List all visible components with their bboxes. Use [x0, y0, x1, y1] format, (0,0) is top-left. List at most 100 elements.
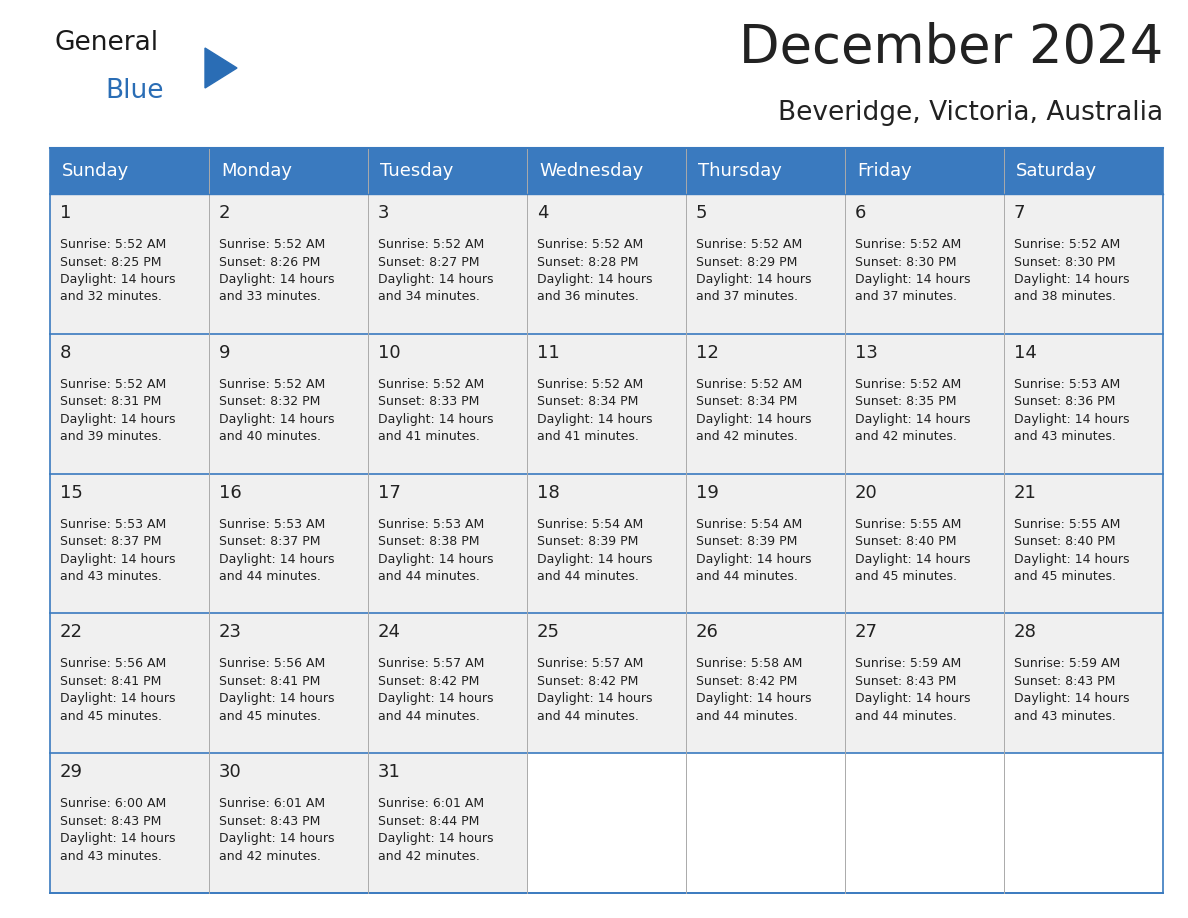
Bar — [527, 334, 685, 474]
Text: and 44 minutes.: and 44 minutes. — [855, 710, 956, 722]
Bar — [50, 194, 209, 334]
Text: Daylight: 14 hours: Daylight: 14 hours — [696, 553, 811, 565]
Text: and 32 minutes.: and 32 minutes. — [61, 290, 162, 304]
Text: Sunrise: 5:52 AM: Sunrise: 5:52 AM — [378, 238, 485, 251]
Text: Daylight: 14 hours: Daylight: 14 hours — [219, 413, 335, 426]
Bar — [368, 753, 527, 893]
Bar — [368, 474, 527, 613]
Text: Sunrise: 5:52 AM: Sunrise: 5:52 AM — [1015, 238, 1120, 251]
Bar — [209, 613, 368, 753]
Text: Sunrise: 5:54 AM: Sunrise: 5:54 AM — [537, 518, 643, 531]
Text: Daylight: 14 hours: Daylight: 14 hours — [537, 692, 652, 705]
Text: Sunset: 8:43 PM: Sunset: 8:43 PM — [1015, 675, 1116, 688]
Text: Daylight: 14 hours: Daylight: 14 hours — [1015, 413, 1130, 426]
Text: 26: 26 — [696, 623, 719, 642]
Bar — [368, 334, 527, 474]
Polygon shape — [206, 48, 236, 88]
Text: Sunrise: 5:52 AM: Sunrise: 5:52 AM — [378, 378, 485, 391]
Text: and 36 minutes.: and 36 minutes. — [537, 290, 639, 304]
Bar — [209, 334, 368, 474]
Text: and 33 minutes.: and 33 minutes. — [219, 290, 321, 304]
Text: Sunrise: 5:53 AM: Sunrise: 5:53 AM — [61, 518, 166, 531]
Text: Sunrise: 6:00 AM: Sunrise: 6:00 AM — [61, 797, 166, 811]
Text: 28: 28 — [1015, 623, 1037, 642]
Text: and 40 minutes.: and 40 minutes. — [219, 431, 321, 443]
Text: Monday: Monday — [221, 162, 292, 180]
Text: Sunrise: 5:53 AM: Sunrise: 5:53 AM — [378, 518, 485, 531]
Text: and 45 minutes.: and 45 minutes. — [855, 570, 958, 583]
Bar — [685, 334, 845, 474]
Bar — [50, 613, 209, 753]
Text: Daylight: 14 hours: Daylight: 14 hours — [855, 692, 971, 705]
Bar — [50, 334, 209, 474]
Text: Sunset: 8:34 PM: Sunset: 8:34 PM — [696, 396, 797, 409]
Bar — [527, 613, 685, 753]
Bar — [845, 334, 1004, 474]
Text: Daylight: 14 hours: Daylight: 14 hours — [61, 273, 176, 286]
Bar — [685, 194, 845, 334]
Text: Sunset: 8:39 PM: Sunset: 8:39 PM — [696, 535, 797, 548]
Text: and 45 minutes.: and 45 minutes. — [219, 710, 321, 722]
Bar — [50, 148, 1163, 194]
Text: Daylight: 14 hours: Daylight: 14 hours — [696, 273, 811, 286]
Text: Sunday: Sunday — [62, 162, 129, 180]
Text: Friday: Friday — [857, 162, 911, 180]
Text: and 34 minutes.: and 34 minutes. — [378, 290, 480, 304]
Text: 17: 17 — [378, 484, 400, 501]
Text: Daylight: 14 hours: Daylight: 14 hours — [537, 273, 652, 286]
Text: Sunrise: 5:56 AM: Sunrise: 5:56 AM — [61, 657, 166, 670]
Bar — [209, 194, 368, 334]
Text: Daylight: 14 hours: Daylight: 14 hours — [378, 692, 493, 705]
Text: Tuesday: Tuesday — [380, 162, 454, 180]
Bar — [368, 194, 527, 334]
Text: and 38 minutes.: and 38 minutes. — [1015, 290, 1116, 304]
Text: Sunrise: 5:56 AM: Sunrise: 5:56 AM — [219, 657, 326, 670]
Text: Sunrise: 5:53 AM: Sunrise: 5:53 AM — [219, 518, 326, 531]
Text: Sunset: 8:31 PM: Sunset: 8:31 PM — [61, 396, 162, 409]
Text: General: General — [55, 30, 159, 56]
Text: Daylight: 14 hours: Daylight: 14 hours — [855, 413, 971, 426]
Text: and 44 minutes.: and 44 minutes. — [696, 570, 798, 583]
Text: Sunrise: 5:52 AM: Sunrise: 5:52 AM — [855, 238, 961, 251]
Text: Daylight: 14 hours: Daylight: 14 hours — [219, 692, 335, 705]
Text: Sunset: 8:26 PM: Sunset: 8:26 PM — [219, 255, 321, 268]
Text: Beveridge, Victoria, Australia: Beveridge, Victoria, Australia — [778, 100, 1163, 126]
Text: Sunset: 8:42 PM: Sunset: 8:42 PM — [378, 675, 480, 688]
Text: Sunrise: 6:01 AM: Sunrise: 6:01 AM — [378, 797, 485, 811]
Text: Daylight: 14 hours: Daylight: 14 hours — [537, 553, 652, 565]
Text: 21: 21 — [1015, 484, 1037, 501]
Text: and 43 minutes.: and 43 minutes. — [61, 570, 162, 583]
Text: 6: 6 — [855, 204, 866, 222]
Text: and 42 minutes.: and 42 minutes. — [855, 431, 956, 443]
Text: 3: 3 — [378, 204, 390, 222]
Text: and 44 minutes.: and 44 minutes. — [378, 710, 480, 722]
Text: and 44 minutes.: and 44 minutes. — [537, 710, 639, 722]
Text: Sunset: 8:27 PM: Sunset: 8:27 PM — [378, 255, 480, 268]
Text: Sunset: 8:37 PM: Sunset: 8:37 PM — [61, 535, 162, 548]
Text: and 43 minutes.: and 43 minutes. — [61, 850, 162, 863]
Text: 10: 10 — [378, 344, 400, 362]
Text: Sunrise: 5:58 AM: Sunrise: 5:58 AM — [696, 657, 802, 670]
Text: Sunset: 8:28 PM: Sunset: 8:28 PM — [537, 255, 638, 268]
Bar — [50, 753, 209, 893]
Text: Daylight: 14 hours: Daylight: 14 hours — [855, 553, 971, 565]
Text: 5: 5 — [696, 204, 708, 222]
Text: Daylight: 14 hours: Daylight: 14 hours — [378, 833, 493, 845]
Text: 31: 31 — [378, 763, 400, 781]
Text: 4: 4 — [537, 204, 549, 222]
Text: Sunset: 8:42 PM: Sunset: 8:42 PM — [696, 675, 797, 688]
Text: Sunset: 8:30 PM: Sunset: 8:30 PM — [855, 255, 956, 268]
Text: Daylight: 14 hours: Daylight: 14 hours — [219, 553, 335, 565]
Bar — [209, 474, 368, 613]
Text: and 44 minutes.: and 44 minutes. — [537, 570, 639, 583]
Text: Daylight: 14 hours: Daylight: 14 hours — [378, 553, 493, 565]
Text: Daylight: 14 hours: Daylight: 14 hours — [696, 413, 811, 426]
Text: Sunset: 8:41 PM: Sunset: 8:41 PM — [61, 675, 162, 688]
Text: Sunrise: 5:52 AM: Sunrise: 5:52 AM — [219, 378, 326, 391]
Text: and 43 minutes.: and 43 minutes. — [1015, 710, 1116, 722]
Text: and 41 minutes.: and 41 minutes. — [378, 431, 480, 443]
Text: 11: 11 — [537, 344, 560, 362]
Text: Daylight: 14 hours: Daylight: 14 hours — [61, 413, 176, 426]
Text: 23: 23 — [219, 623, 242, 642]
Bar — [1004, 194, 1163, 334]
